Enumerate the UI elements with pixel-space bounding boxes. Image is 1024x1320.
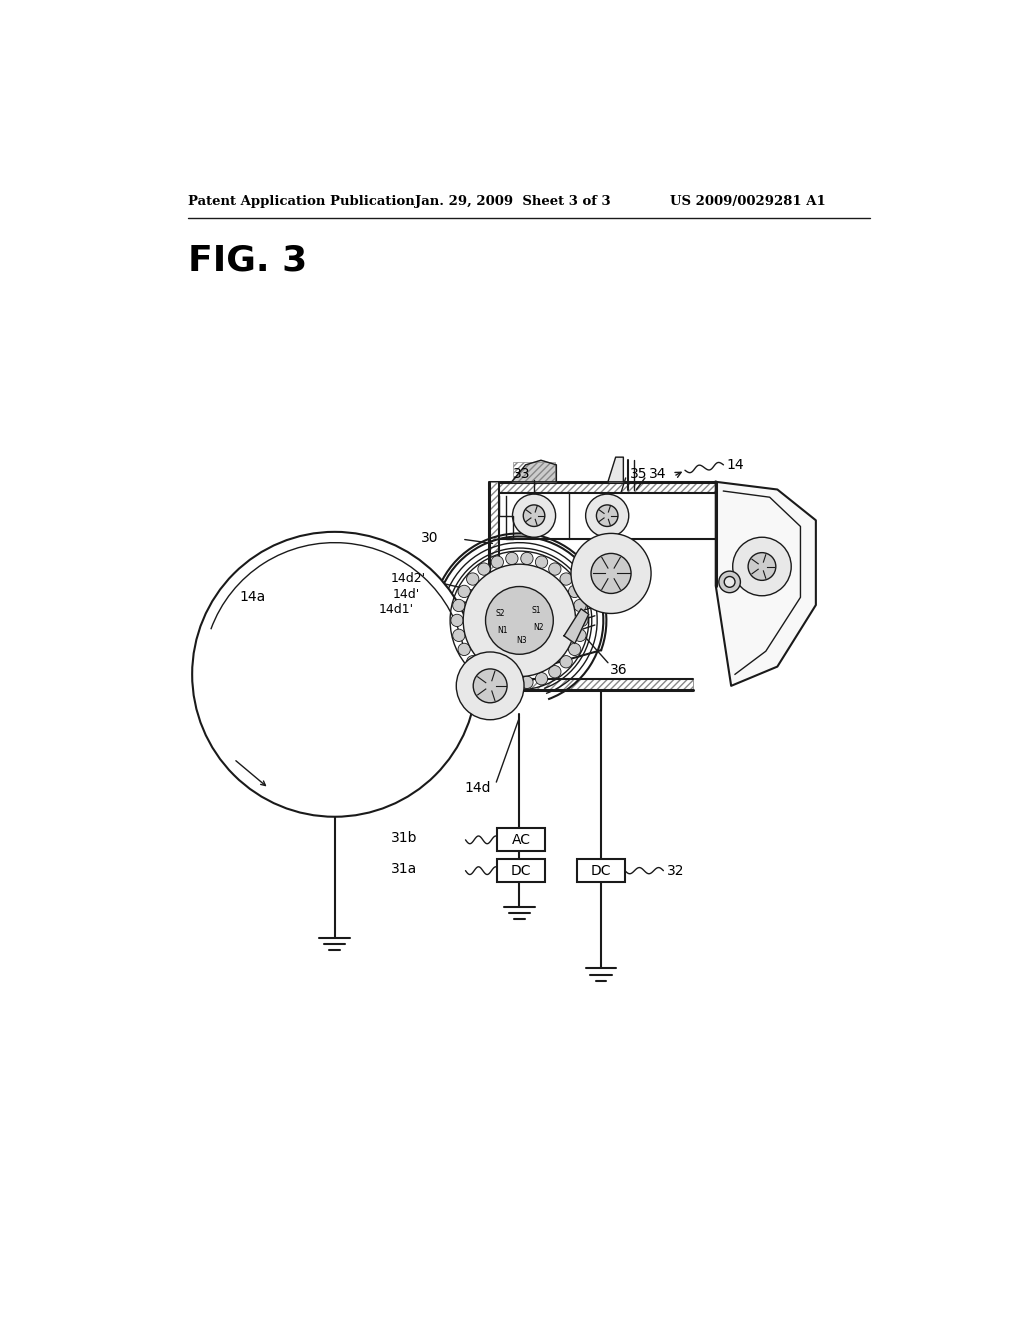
- Circle shape: [492, 556, 504, 568]
- Text: 30: 30: [421, 531, 438, 545]
- Text: 14: 14: [727, 458, 744, 471]
- Text: AC: AC: [511, 833, 530, 847]
- Circle shape: [506, 552, 518, 565]
- Polygon shape: [716, 482, 816, 686]
- Circle shape: [573, 599, 586, 611]
- Text: 34: 34: [649, 467, 667, 480]
- Text: 14d1': 14d1': [379, 603, 414, 616]
- Text: 35: 35: [630, 467, 647, 480]
- Circle shape: [512, 494, 556, 537]
- Circle shape: [523, 506, 545, 527]
- Text: N3: N3: [516, 636, 526, 645]
- Circle shape: [463, 564, 575, 677]
- Circle shape: [596, 506, 617, 527]
- Circle shape: [458, 585, 470, 598]
- Text: S1: S1: [532, 606, 542, 615]
- Circle shape: [473, 669, 507, 702]
- Text: 32: 32: [667, 863, 684, 878]
- Circle shape: [536, 673, 548, 685]
- Bar: [488, 678, 692, 689]
- Circle shape: [560, 656, 572, 668]
- Text: US 2009/0029281 A1: US 2009/0029281 A1: [670, 194, 825, 207]
- Bar: [488, 482, 500, 689]
- Circle shape: [575, 614, 588, 627]
- Circle shape: [549, 665, 561, 678]
- Circle shape: [467, 573, 479, 585]
- Text: 14a: 14a: [240, 590, 266, 605]
- Circle shape: [571, 533, 651, 614]
- Circle shape: [451, 614, 463, 627]
- Circle shape: [521, 676, 534, 689]
- Circle shape: [568, 585, 581, 598]
- Text: 31a: 31a: [391, 862, 417, 876]
- Text: 14d': 14d': [393, 589, 420, 602]
- Circle shape: [492, 673, 504, 685]
- Circle shape: [453, 630, 465, 642]
- Text: S2: S2: [496, 609, 506, 618]
- Text: N2: N2: [532, 623, 544, 632]
- Circle shape: [485, 586, 553, 655]
- Polygon shape: [608, 457, 624, 482]
- Text: FIG. 3: FIG. 3: [188, 243, 307, 277]
- Text: 31b: 31b: [390, 832, 417, 845]
- Circle shape: [719, 572, 740, 593]
- Circle shape: [591, 553, 631, 594]
- Text: 14d: 14d: [464, 781, 490, 795]
- Text: DC: DC: [511, 863, 531, 878]
- Circle shape: [467, 656, 479, 668]
- Circle shape: [193, 532, 477, 817]
- Circle shape: [733, 537, 792, 595]
- Circle shape: [749, 553, 776, 581]
- Text: Jan. 29, 2009  Sheet 3 of 3: Jan. 29, 2009 Sheet 3 of 3: [416, 194, 611, 207]
- Bar: [497, 859, 545, 882]
- Bar: [497, 829, 545, 851]
- Circle shape: [573, 630, 586, 642]
- Circle shape: [724, 577, 735, 587]
- Circle shape: [549, 562, 561, 576]
- Text: 36: 36: [610, 664, 628, 677]
- Circle shape: [458, 643, 470, 656]
- Polygon shape: [564, 609, 589, 644]
- Circle shape: [457, 652, 524, 719]
- Text: 33: 33: [513, 467, 530, 480]
- Text: 14d2': 14d2': [391, 573, 426, 585]
- Bar: [578, 859, 625, 882]
- Circle shape: [568, 643, 581, 656]
- Text: N1: N1: [497, 626, 507, 635]
- Text: DC: DC: [591, 863, 611, 878]
- Circle shape: [453, 599, 465, 611]
- Bar: [488, 482, 716, 492]
- Circle shape: [478, 562, 490, 576]
- Circle shape: [536, 556, 548, 568]
- Circle shape: [478, 665, 490, 678]
- Circle shape: [586, 494, 629, 537]
- Circle shape: [521, 552, 534, 565]
- Circle shape: [560, 573, 572, 585]
- Circle shape: [506, 676, 518, 689]
- Polygon shape: [512, 461, 556, 482]
- Bar: [513, 462, 555, 482]
- Text: Patent Application Publication: Patent Application Publication: [188, 194, 415, 207]
